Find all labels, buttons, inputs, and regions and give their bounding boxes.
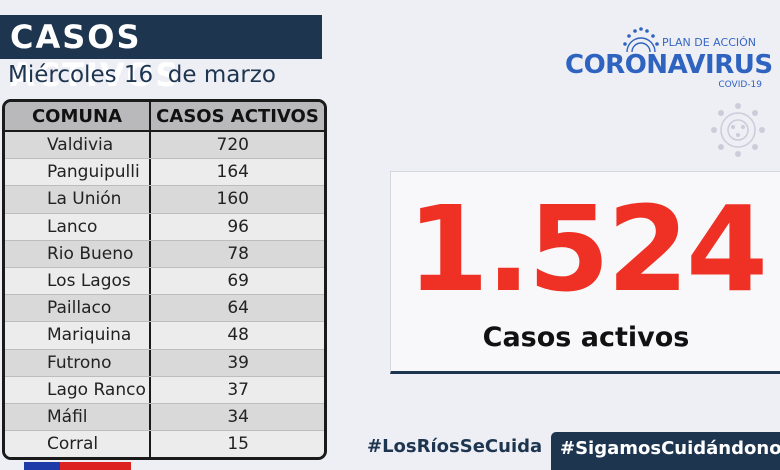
casos-cell: 64	[227, 298, 249, 319]
table-row: Futrono 39	[5, 349, 324, 377]
virus-decoration-icon	[711, 103, 765, 157]
comuna-cell: Los Lagos	[5, 267, 151, 295]
comuna-cell: Máfil	[5, 403, 151, 431]
casos-cell: 96	[227, 216, 249, 237]
casos-cell: 160	[216, 189, 249, 210]
table-row: Lanco 96	[5, 213, 324, 241]
column-header-comuna: COMUNA	[5, 102, 151, 130]
flag-stripe	[24, 462, 131, 470]
comuna-cell: Valdivia	[5, 132, 151, 159]
table-row: Los Lagos 69	[5, 267, 324, 296]
casos-cell: 720	[216, 135, 249, 155]
table-row: Valdivia 720	[5, 132, 324, 160]
comuna-cell: Rio Bueno	[5, 240, 151, 267]
table-row: Corral 15	[5, 431, 324, 457]
comuna-cell: Mariquina	[5, 322, 151, 349]
total-label: Casos activos	[482, 322, 690, 353]
comuna-cell: Panguipulli	[5, 159, 151, 186]
casos-cell: 69	[227, 270, 249, 291]
table-row: La Unión 160	[5, 186, 324, 214]
hashtag-banner: #SigamosCuidándonos	[551, 432, 780, 470]
flag-red-stripe	[60, 462, 131, 470]
cases-table: COMUNA CASOS ACTIVOS Valdivia 720 Panguip…	[2, 99, 327, 460]
casos-cell: 39	[227, 352, 249, 373]
table-row: Mariquina 48	[5, 322, 324, 350]
table-row: Paillaco 64	[5, 295, 324, 323]
column-header-casos: CASOS ACTIVOS	[156, 106, 319, 127]
comuna-cell: Lanco	[5, 213, 151, 240]
table-row: Lago Ranco 37	[5, 376, 324, 404]
title-banner: CASOS ACTIVOS	[0, 15, 322, 94]
comuna-cell: Paillaco	[5, 295, 151, 322]
table-row: Rio Bueno 78	[5, 240, 324, 268]
casos-cell: 78	[227, 243, 249, 264]
comuna-cell: La Unión	[5, 186, 151, 213]
logo-title: CORONAVIRUS	[565, 50, 773, 80]
total-panel: 1.524 Casos activos	[390, 171, 780, 374]
virus-icon	[623, 27, 659, 52]
casos-cell: 164	[216, 162, 249, 183]
comuna-cell: Lago Ranco	[5, 376, 151, 403]
date-label: Miércoles 16 de marzo	[8, 62, 276, 88]
casos-cell: 15	[227, 434, 249, 455]
hashtag-sigamos: #SigamosCuidándonos	[560, 438, 780, 459]
table-body: Valdivia 720 Panguipulli 164 La Unión 160 L…	[5, 132, 324, 457]
table-row: Panguipulli 164	[5, 159, 324, 187]
hashtag-los-rios: #LosRíosSeCuida	[367, 436, 543, 457]
coronavirus-logo: PLAN DE ACCIÓN CORONAVIRUS COVID-19	[563, 26, 773, 96]
casos-cell: 34	[227, 406, 249, 427]
table-row: Máfil 34	[5, 403, 324, 432]
casos-cell: 48	[227, 325, 249, 346]
casos-cell: 37	[227, 379, 249, 400]
logo-subtitle: COVID-19	[718, 80, 762, 90]
table-header: COMUNA CASOS ACTIVOS	[5, 102, 324, 132]
logo-plan-text: PLAN DE ACCIÓN	[662, 36, 757, 49]
total-active-cases: 1.524	[406, 180, 768, 318]
comuna-cell: Corral	[5, 431, 151, 457]
page-title: CASOS ACTIVOS	[10, 18, 181, 94]
flag-blue-stripe	[24, 462, 60, 470]
comuna-cell: Futrono	[5, 349, 151, 376]
